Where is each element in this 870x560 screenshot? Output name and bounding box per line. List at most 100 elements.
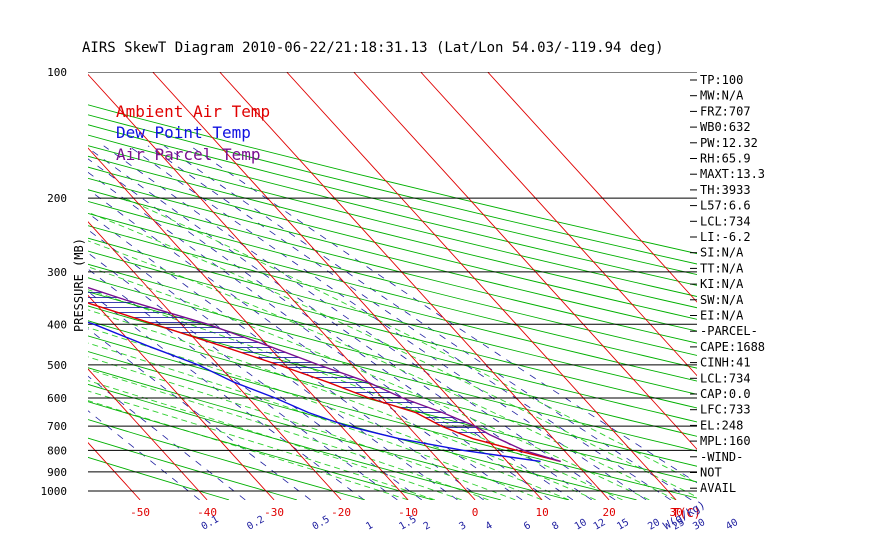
isotherm-line xyxy=(286,72,677,500)
moist-adiabat-line xyxy=(88,289,623,500)
isotherm-line xyxy=(88,73,476,500)
mixing-ratio-label: 40 xyxy=(724,517,740,533)
dry-adiabat-line xyxy=(88,250,697,409)
index-item: AVAIL xyxy=(700,481,736,495)
dry-adiabat-line xyxy=(88,124,697,276)
dry-adiabat-line xyxy=(88,104,697,255)
pressure-tick-label: 800 xyxy=(47,444,67,457)
index-item: TT:N/A xyxy=(700,261,744,275)
mixing-ratio-label: 3 xyxy=(458,520,469,533)
pressure-tick-label: 500 xyxy=(47,359,67,372)
mixing-ratio-label: 25 xyxy=(671,517,687,533)
mixing-ratio-line xyxy=(147,145,672,500)
bottom-temp-tick-label: 0 xyxy=(472,506,479,519)
moist-adiabat-line xyxy=(88,390,436,500)
index-item: LI:-6.2 xyxy=(700,230,751,244)
dry-adiabat-line xyxy=(88,437,298,500)
index-item: LFC:733 xyxy=(700,403,751,417)
isotherm-line xyxy=(88,368,208,500)
mixing-ratio-label: 0.5 xyxy=(311,514,332,533)
mixing-ratio-label: 12 xyxy=(592,517,608,533)
mixing-ratio-label: 15 xyxy=(615,517,631,533)
dry-adiabat-line xyxy=(88,225,697,382)
bottom-temp-tick-label: 20 xyxy=(602,506,615,519)
index-item: -WIND- xyxy=(700,450,743,464)
pressure-tick-label: 600 xyxy=(47,392,67,405)
y-axis-label: PRESSURE (MB) xyxy=(72,238,86,332)
index-item: -PARCEL- xyxy=(700,324,758,338)
mixing-ratio-label: 4 xyxy=(484,520,495,533)
plot-area xyxy=(0,72,697,500)
mixing-ratio-label: 2 xyxy=(422,520,433,533)
isotherm-line xyxy=(353,72,697,450)
moist-adiabats xyxy=(88,197,697,500)
dry-adiabat-line xyxy=(88,145,697,297)
dry-adiabat-line xyxy=(88,335,697,499)
air-parcel-temp-line xyxy=(88,286,561,463)
isotherm-line xyxy=(0,72,6,500)
bottom-temp-tick-label: 10 xyxy=(535,506,548,519)
mixing-ratio-label: 30 xyxy=(691,517,707,533)
dry-adiabat-line xyxy=(88,212,697,369)
isotherm-line xyxy=(88,221,342,500)
mixing-ratio-label: 1 xyxy=(364,520,375,533)
mixing-ratio-label: 8 xyxy=(550,520,561,533)
isotherm-line xyxy=(88,294,275,500)
pressure-tick-label: 300 xyxy=(47,266,67,279)
bottom-temp-tick-label: -20 xyxy=(331,506,351,519)
moist-adiabat-line xyxy=(88,327,570,500)
index-item: RH:65.9 xyxy=(700,152,751,166)
dry-adiabat-line xyxy=(88,291,697,452)
dry-adiabat-line xyxy=(88,456,230,500)
mixing-ratio-line xyxy=(88,229,458,500)
bottom-temp-tick-label: -40 xyxy=(197,506,217,519)
pressure-tick-label: 900 xyxy=(47,466,67,479)
index-item: TP:100 xyxy=(700,73,743,87)
bottom-temp-tick-label: 30 xyxy=(669,506,682,519)
dry-adiabats xyxy=(88,104,697,500)
dry-adiabat-line xyxy=(88,367,569,500)
sounding-profiles xyxy=(88,286,561,463)
pressure-ticks: 100 200 300 400 500 600 700 800 900 1000 xyxy=(41,66,68,498)
index-item: LCL:734 xyxy=(700,371,751,385)
dew-point-temp-line xyxy=(88,321,541,463)
index-item: MAXT:13.3 xyxy=(700,167,765,181)
pressure-tick-label: 700 xyxy=(47,420,67,433)
isobars xyxy=(88,72,697,492)
isotherm-line xyxy=(0,72,73,500)
index-item: KI:N/A xyxy=(700,277,744,291)
bottom-temp-tick-label: -10 xyxy=(398,506,418,519)
dry-adiabat-line xyxy=(88,237,697,395)
dry-adiabat-line xyxy=(88,189,697,344)
index-item: MPL:160 xyxy=(700,434,751,448)
index-item: LCL:734 xyxy=(700,214,751,228)
temp-unit-label: T(C) xyxy=(672,506,701,520)
index-item: EI:N/A xyxy=(700,309,744,323)
moist-adiabat-line xyxy=(88,342,543,500)
mixing-ratio-label: 6 xyxy=(522,520,533,533)
dry-adiabat-line xyxy=(88,320,697,483)
dry-adiabat-line xyxy=(88,305,697,467)
dry-adiabat-line xyxy=(88,155,697,309)
moist-adiabat-line xyxy=(88,266,650,500)
dry-adiabat-line xyxy=(88,401,433,500)
pressure-tick-label: 100 xyxy=(47,66,67,79)
index-item: CINH:41 xyxy=(700,356,751,370)
dry-adiabat-line xyxy=(88,277,697,437)
index-item: SI:N/A xyxy=(700,246,744,260)
mixing-ratio-label: 10 xyxy=(573,517,589,533)
mixing-ratio-label: 20 xyxy=(646,517,662,533)
bottom-temp-tick-label: -30 xyxy=(264,506,284,519)
bottom-temp-tick-label: -50 xyxy=(130,506,150,519)
dry-adiabat-line xyxy=(88,351,637,500)
dry-adiabat-line xyxy=(88,200,697,356)
ambient-air-temp-line xyxy=(88,302,561,463)
dry-adiabat-line xyxy=(88,419,366,500)
index-item: NOT xyxy=(700,466,722,480)
pressure-tick-label: 1000 xyxy=(41,485,68,498)
index-item: TH:3933 xyxy=(700,183,751,197)
index-item: MW:N/A xyxy=(700,89,744,103)
dry-adiabat-line xyxy=(88,263,697,423)
